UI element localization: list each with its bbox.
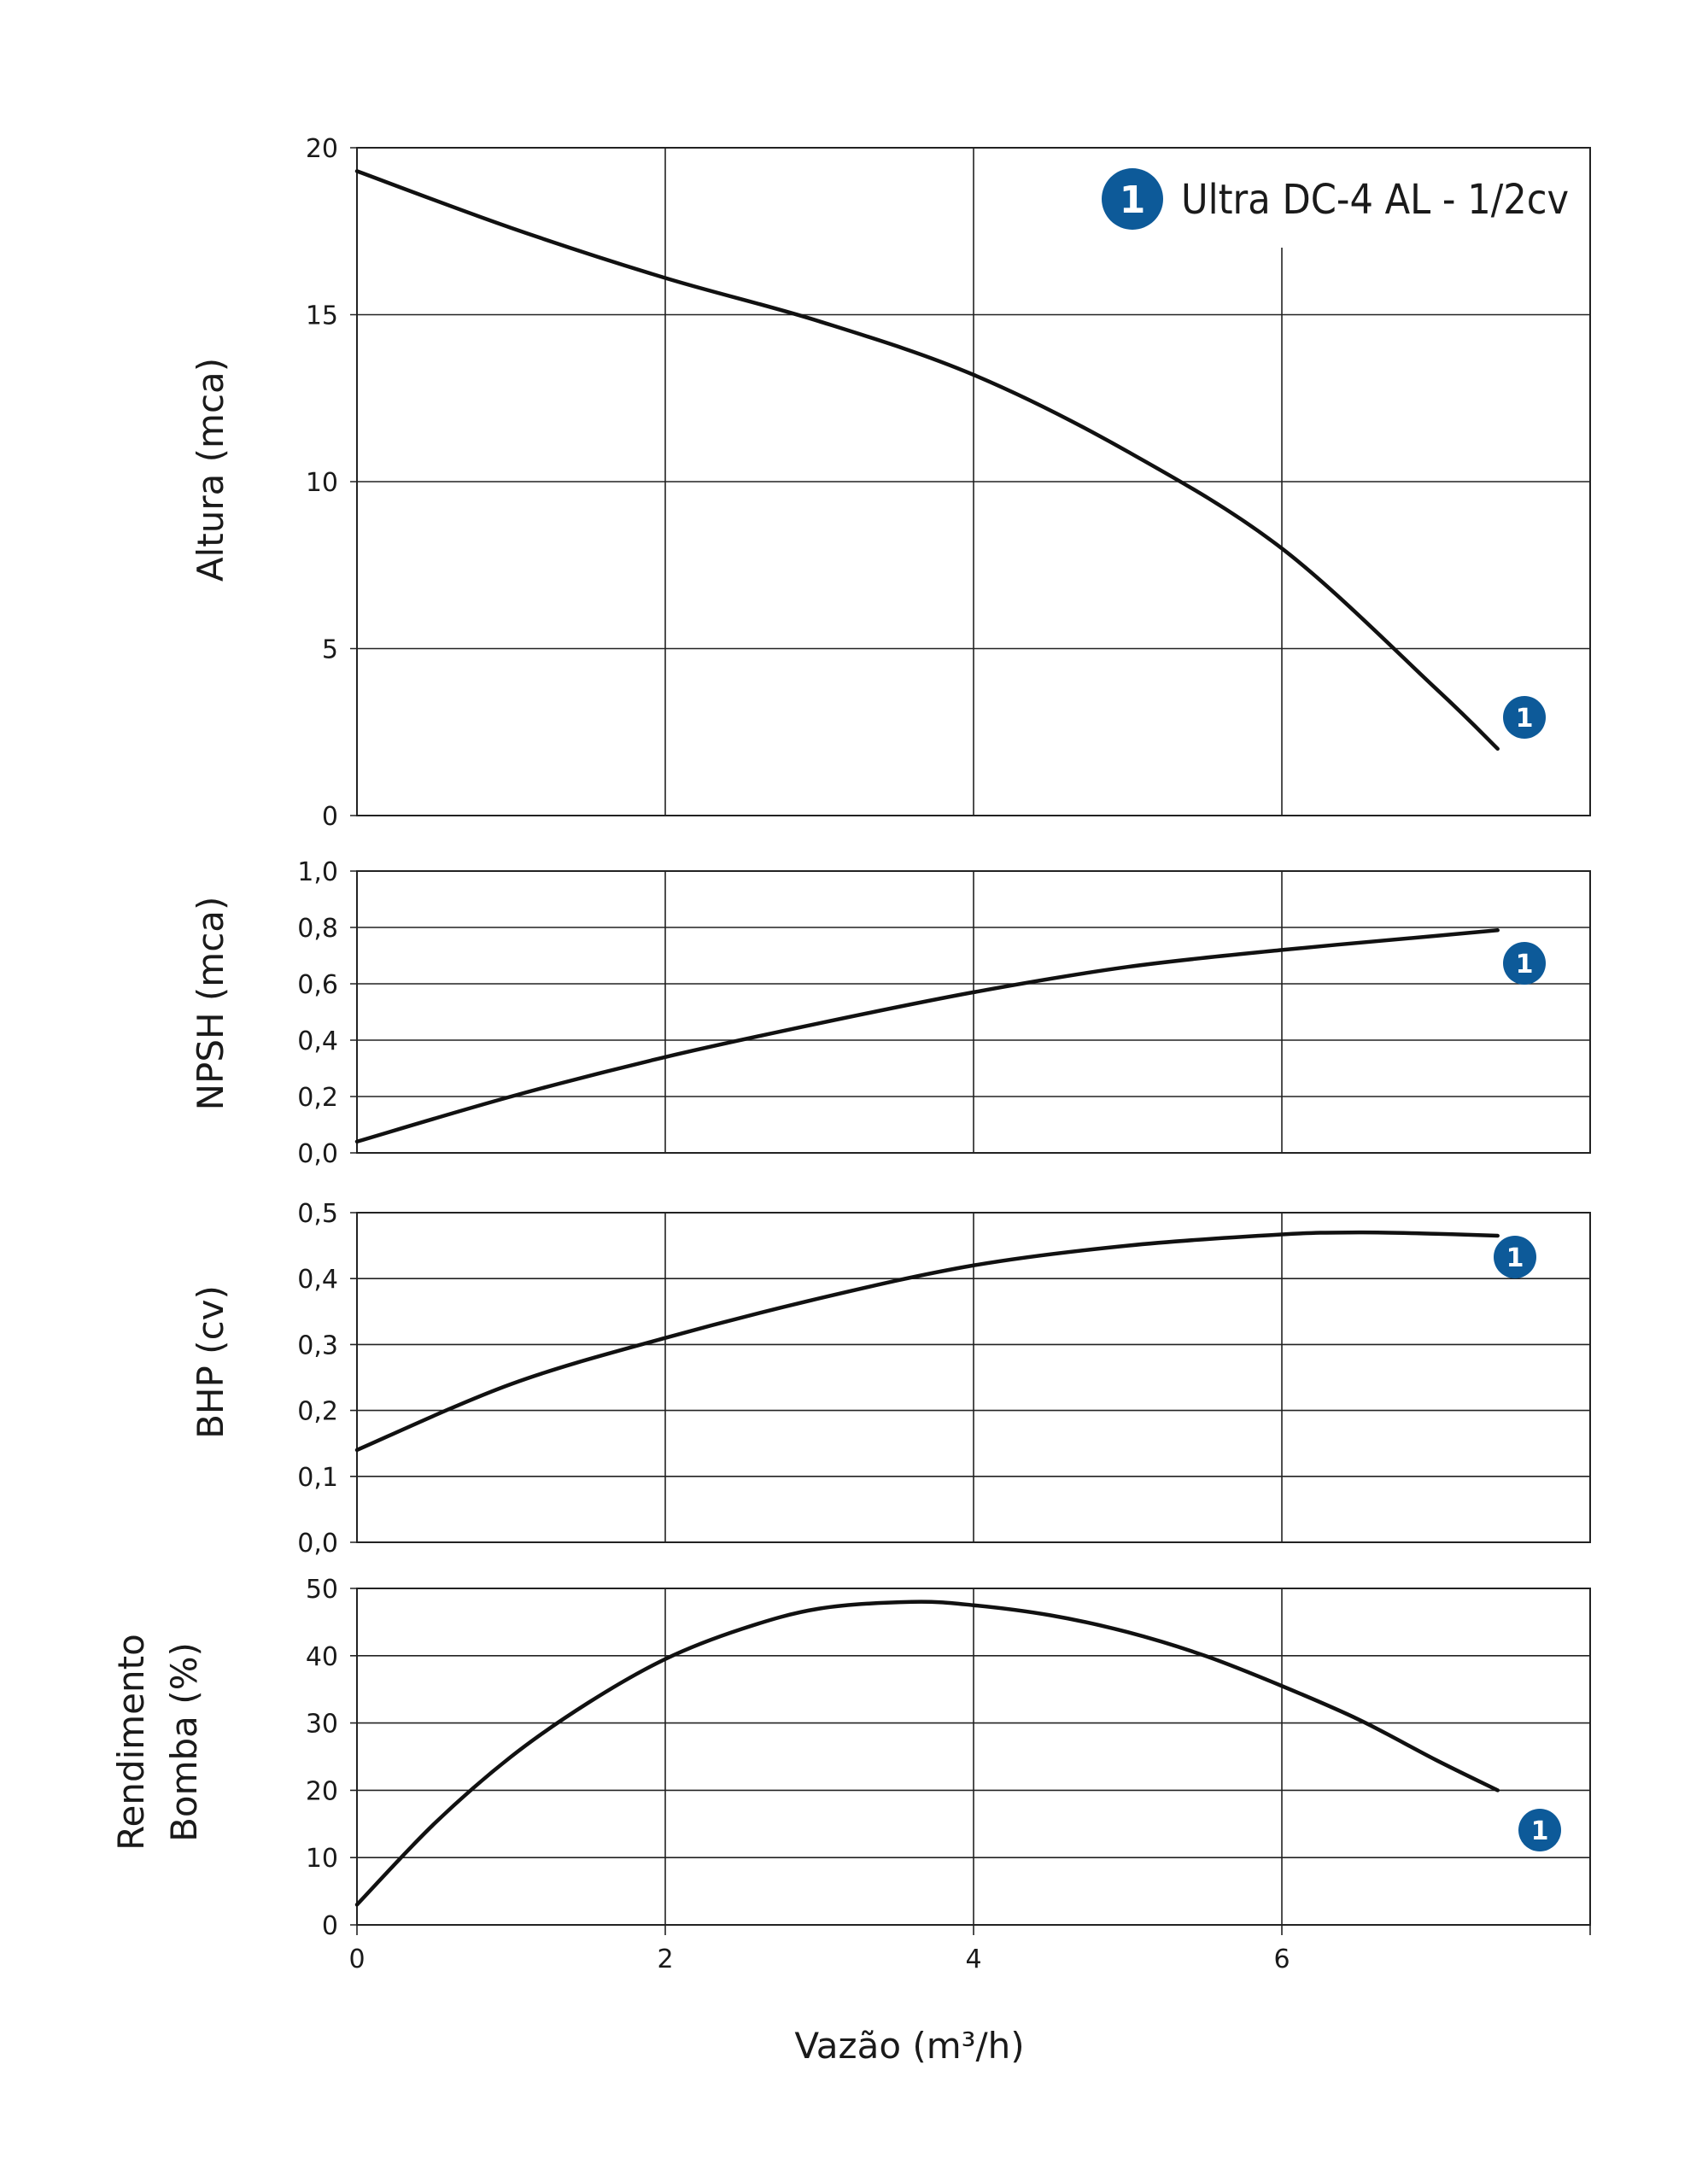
legend-badge: 1 xyxy=(1102,168,1163,230)
y-tick-label: 40 xyxy=(306,1642,338,1672)
x-tick-label: 4 xyxy=(965,1945,981,1974)
series-badge-1: 1 xyxy=(1503,696,1546,739)
panel-1: 0 5 10 15 20 Altura (mca) xyxy=(190,134,1591,832)
plot-frame xyxy=(356,147,1591,816)
series-badge-4: 1 xyxy=(1518,1809,1561,1851)
y-tick-label: 0,6 xyxy=(297,970,338,1000)
y-tick-label: 0,4 xyxy=(297,1265,338,1295)
series-badge-1-number: 1 xyxy=(1516,704,1534,734)
series-line-1 xyxy=(354,169,1500,752)
y-tick-label: 0,0 xyxy=(297,1529,338,1559)
y-tick-label: 0,3 xyxy=(297,1331,338,1360)
series-badge-3: 1 xyxy=(1494,1236,1536,1278)
y-axis-title: NPSH (mca) xyxy=(190,897,231,1111)
y-tick-label: 15 xyxy=(306,301,338,331)
y-axis-title: Bomba (%) xyxy=(163,1642,205,1842)
y-tick-label: 10 xyxy=(306,468,338,498)
x-tick-label: 0 xyxy=(348,1945,365,1974)
series-badge-4-number: 1 xyxy=(1531,1816,1549,1846)
legend-label: Ultra DC-4 AL - 1/2cv xyxy=(1181,176,1569,224)
series-badge-2: 1 xyxy=(1503,942,1546,985)
plot-frame xyxy=(356,870,1591,1154)
series-badge-4-circle xyxy=(1518,1809,1561,1851)
y-tick-label: 30 xyxy=(306,1710,338,1740)
panel-3: 0,0 0,1 0,2 0,3 0,4 0,5 BHP (cv) xyxy=(190,1199,1591,1559)
x-tick-label: 6 xyxy=(1273,1945,1290,1974)
y-tick-label: 0 xyxy=(322,802,338,832)
legend-background xyxy=(1089,154,1584,246)
y-tick-label: 0,1 xyxy=(297,1463,338,1493)
legend-badge-circle xyxy=(1102,168,1163,230)
panel-2: 0,0 0,2 0,4 0,6 0,8 1,0 NPSH (mca) xyxy=(190,857,1591,1169)
y-tick-label: 0,2 xyxy=(297,1083,338,1113)
y-tick-label: 20 xyxy=(306,134,338,164)
legend: 1 Ultra DC-4 AL - 1/2cv xyxy=(1089,154,1584,246)
y-tick-label: 0,5 xyxy=(297,1199,338,1229)
x-tick-label: 2 xyxy=(657,1945,673,1974)
series-line-2 xyxy=(354,928,1500,1144)
plot-frame xyxy=(356,1212,1591,1543)
y-tick-label: 0,4 xyxy=(297,1026,338,1056)
series-badge-2-circle xyxy=(1503,942,1546,985)
x-axis-title: Vazão (m³/h) xyxy=(794,2025,1024,2067)
y-tick-label: 0,0 xyxy=(297,1139,338,1169)
series-line-4 xyxy=(354,1600,1500,1907)
series-line-3 xyxy=(354,1230,1500,1453)
y-axis-title: BHP (cv) xyxy=(190,1285,231,1439)
y-tick-label: 10 xyxy=(306,1844,338,1874)
y-axis-title: Rendimento xyxy=(110,1634,152,1851)
series-badge-3-number: 1 xyxy=(1506,1243,1524,1273)
y-tick-label: 50 xyxy=(306,1575,338,1605)
legend-badge-number: 1 xyxy=(1120,178,1146,222)
y-axis-title: Altura (mca) xyxy=(190,358,231,582)
series-badge-1-circle xyxy=(1503,696,1546,739)
y-tick-label: 0,8 xyxy=(297,914,338,944)
y-tick-label: 5 xyxy=(322,635,338,665)
panel-4: 0 10 20 30 40 50 Rendimento Bomba (%) xyxy=(110,1575,1591,1941)
y-tick-label: 0,2 xyxy=(297,1397,338,1427)
y-tick-label: 0 xyxy=(322,1911,338,1941)
y-tick-label: 20 xyxy=(306,1776,338,1806)
series-badge-3-circle xyxy=(1494,1236,1536,1278)
series-badge-2-number: 1 xyxy=(1516,950,1534,980)
y-tick-label: 1,0 xyxy=(297,857,338,887)
